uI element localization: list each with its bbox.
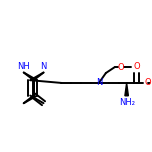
Text: NH: NH bbox=[17, 62, 30, 71]
Text: O: O bbox=[133, 62, 140, 71]
Text: NH₂: NH₂ bbox=[119, 98, 135, 107]
Polygon shape bbox=[125, 83, 128, 96]
Text: N: N bbox=[40, 62, 47, 71]
Text: O: O bbox=[144, 78, 151, 87]
Text: O: O bbox=[117, 63, 124, 72]
Text: N: N bbox=[96, 78, 102, 87]
